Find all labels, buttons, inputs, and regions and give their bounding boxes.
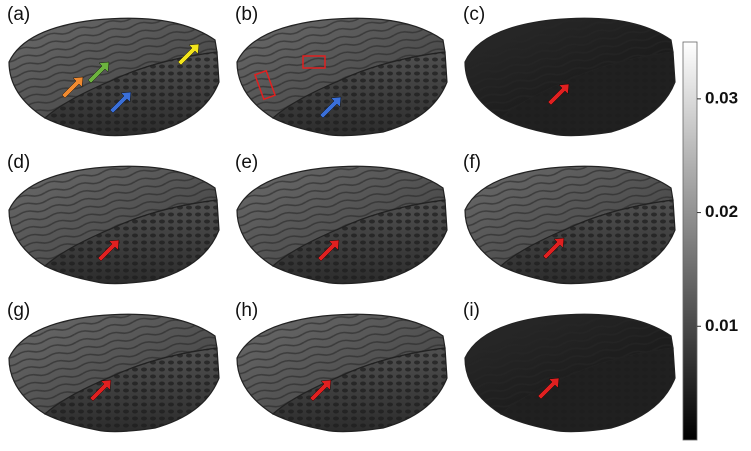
arrow xyxy=(542,237,565,260)
arrow xyxy=(319,96,342,119)
panel-label: (b) xyxy=(235,4,258,25)
roi-box xyxy=(302,55,326,69)
arrow xyxy=(547,83,570,106)
rendering-texture xyxy=(237,18,445,118)
rendering-texture xyxy=(9,314,217,414)
colorbar-tick-label: 0.03 xyxy=(705,88,738,107)
rendering-texture xyxy=(465,166,673,266)
rendering-texture xyxy=(9,166,217,266)
rendering-texture xyxy=(237,314,445,414)
arrow xyxy=(177,43,200,66)
arrow xyxy=(87,61,110,84)
rendering-cells xyxy=(273,200,447,284)
rendering-cells xyxy=(45,52,219,136)
arrow xyxy=(109,91,132,114)
panel: (a) xyxy=(7,4,220,137)
rendering-cells xyxy=(45,348,219,432)
panel-label: (g) xyxy=(7,300,30,321)
arrow xyxy=(317,239,340,262)
colorbar-tick-label: 0.01 xyxy=(705,316,738,335)
panel: (d) xyxy=(7,152,220,285)
rendering-cells xyxy=(501,348,675,432)
rendering-texture xyxy=(9,18,217,118)
panel: (b) xyxy=(235,4,448,137)
arrow xyxy=(309,379,332,402)
rendering-cells xyxy=(501,200,675,284)
rendering-texture xyxy=(465,18,673,118)
panel: (c) xyxy=(463,4,676,137)
panel-label: (e) xyxy=(235,152,258,173)
panel-label: (i) xyxy=(463,300,480,321)
colorbar-tick-label: 0.02 xyxy=(705,202,738,221)
panel-label: (h) xyxy=(235,300,258,321)
rendering-cells xyxy=(273,348,447,432)
panel: (h) xyxy=(235,300,448,433)
panel: (e) xyxy=(235,152,448,285)
rendering-texture xyxy=(237,166,445,266)
rendering-texture xyxy=(465,314,673,414)
arrow xyxy=(61,76,84,99)
rendering-cells xyxy=(45,200,219,284)
panel-label: (a) xyxy=(7,4,30,25)
arrow xyxy=(537,377,560,400)
panel-label: (f) xyxy=(463,152,481,173)
panel-label: (d) xyxy=(7,152,30,173)
panel-label: (c) xyxy=(463,4,485,25)
panel: (f) xyxy=(463,152,676,285)
rendering-cells xyxy=(273,52,447,136)
arrow xyxy=(89,379,112,402)
roi-box xyxy=(253,69,277,101)
panel: (g) xyxy=(7,300,220,433)
arrow xyxy=(97,239,120,262)
rendering-cells xyxy=(501,52,675,136)
panel: (i) xyxy=(463,300,676,433)
colorbar xyxy=(682,41,698,441)
